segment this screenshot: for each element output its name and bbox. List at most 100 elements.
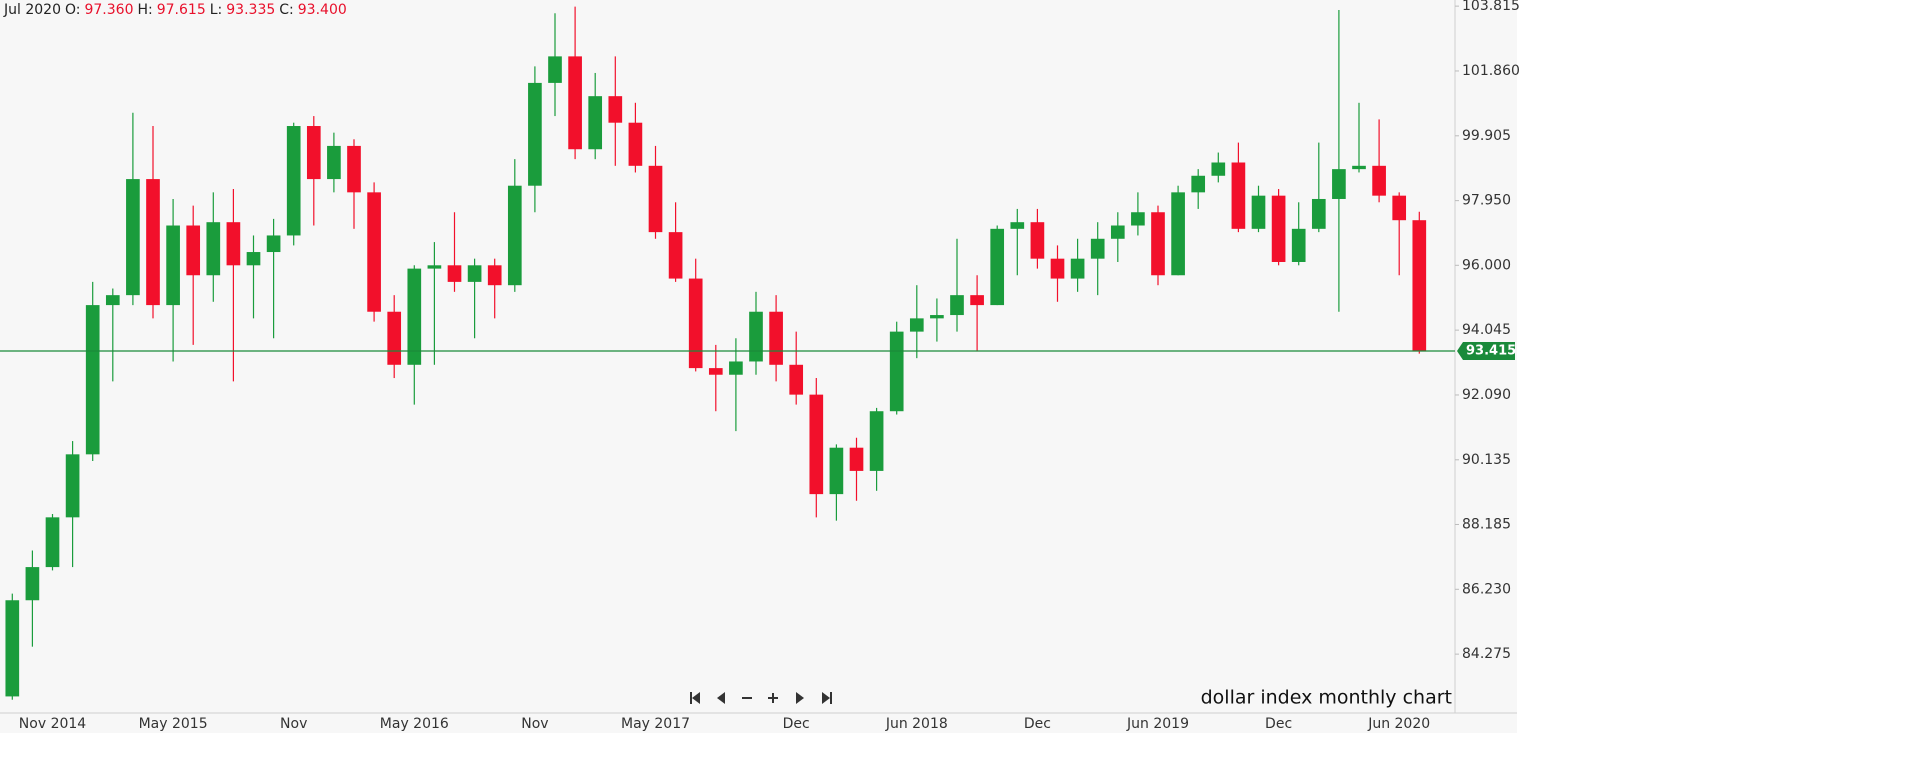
candle-body <box>909 318 924 332</box>
header-key: C: <box>279 2 294 18</box>
candle-body <box>749 311 763 362</box>
candle-body <box>930 315 944 319</box>
candle-body <box>246 252 261 266</box>
candle-body <box>628 122 643 166</box>
candle-body <box>1110 225 1125 239</box>
x-tick-label: Dec <box>783 716 810 732</box>
candle-body <box>467 265 482 282</box>
candle-body <box>206 222 221 276</box>
y-tick-label: 84.275 <box>1462 646 1511 662</box>
candle-body <box>1251 195 1266 229</box>
x-tick-label: May 2015 <box>139 716 208 732</box>
chart-background <box>0 0 1517 733</box>
candle-body <box>688 278 703 369</box>
x-tick-label: Jun 2019 <box>1126 716 1189 732</box>
candle-body <box>1151 212 1165 276</box>
candle-body <box>1352 165 1366 170</box>
nav-next[interactable] <box>796 692 804 704</box>
y-tick-label: 96.000 <box>1462 257 1511 273</box>
x-tick-label: May 2016 <box>380 716 449 732</box>
nav-prev[interactable] <box>717 692 725 704</box>
candle-body <box>407 268 422 365</box>
candle-body <box>266 235 281 253</box>
candle-body <box>85 305 100 455</box>
candle-body <box>950 295 964 316</box>
x-tick-label: Nov <box>521 716 548 732</box>
candle-body <box>347 145 361 193</box>
candle-body <box>608 96 623 123</box>
header-key: H: <box>137 2 152 18</box>
candle-body <box>548 56 562 83</box>
candle-body <box>327 145 341 180</box>
candle-body <box>1392 195 1407 221</box>
nav-last[interactable] <box>822 692 832 704</box>
candle-body <box>286 126 301 236</box>
header-value: 93.400 <box>298 2 347 18</box>
x-tick-label: May 2017 <box>621 716 690 732</box>
candle-body <box>1271 195 1286 262</box>
candle-body <box>769 311 783 365</box>
y-tick-label: 90.135 <box>1462 452 1511 468</box>
x-tick-label: Dec <box>1265 716 1292 732</box>
candle-body <box>588 96 603 150</box>
ohlc-header: Jul 2020 O: 97.360 H: 97.615 L: 93.335 C: 93.400 <box>3 2 347 18</box>
candle-body <box>648 165 663 233</box>
y-tick-label: 103.815 <box>1462 0 1520 14</box>
candle-body <box>65 454 80 518</box>
candle-body <box>668 232 683 279</box>
y-tick-label: 88.185 <box>1462 516 1511 532</box>
candle-body <box>1191 175 1206 193</box>
y-tick-label: 86.230 <box>1462 581 1511 597</box>
candle-body <box>45 517 60 568</box>
candle-body <box>166 225 180 306</box>
y-tick-label: 99.905 <box>1462 128 1511 144</box>
candle-body <box>1372 165 1386 196</box>
candle-body <box>729 361 743 375</box>
candle-body <box>1311 198 1326 229</box>
candle-body <box>126 179 140 296</box>
nav-zoom-in[interactable] <box>768 693 778 703</box>
candle-body <box>1050 258 1065 279</box>
nav-zoom-out[interactable] <box>742 697 752 699</box>
nav-first[interactable] <box>690 692 700 704</box>
x-tick-label: Jun 2018 <box>885 716 948 732</box>
candle-body <box>1171 192 1185 276</box>
header-value: 97.615 <box>157 2 206 18</box>
header-value: 97.360 <box>84 2 133 18</box>
candle-body <box>1412 220 1427 352</box>
candle-body <box>528 82 542 186</box>
candle-body <box>1090 238 1105 259</box>
header-value: 93.335 <box>226 2 275 18</box>
candle-body <box>5 600 20 697</box>
x-tick-label: Dec <box>1024 716 1051 732</box>
y-tick-label: 97.950 <box>1462 193 1511 209</box>
annotation: dollar index monthly chart <box>1201 687 1452 709</box>
candle-body <box>25 567 40 601</box>
candle-body <box>1291 228 1306 262</box>
candle-body <box>1231 162 1246 229</box>
navigation <box>690 692 832 704</box>
candle-body <box>226 222 241 266</box>
candle-body <box>1030 222 1045 259</box>
header-period: Jul 2020 <box>3 2 61 18</box>
x-tick-label: Nov 2014 <box>19 716 86 732</box>
y-tick-label: 94.045 <box>1462 322 1511 338</box>
candle-body <box>1131 212 1145 226</box>
candle-body <box>1332 169 1346 199</box>
candle-body <box>789 364 804 395</box>
x-tick-label: Jun 2020 <box>1367 716 1430 732</box>
candle-body <box>367 192 381 312</box>
price-label: 93.415 <box>1466 344 1516 359</box>
x-tick-label: Nov <box>280 716 307 732</box>
candle-body <box>889 331 904 412</box>
candle-body <box>970 295 984 306</box>
candle-body <box>105 295 120 306</box>
candle-body <box>869 411 884 471</box>
candle-body <box>507 185 522 286</box>
candle-body <box>1010 222 1025 229</box>
header-key: O: <box>65 2 81 18</box>
candle-body <box>487 265 502 286</box>
candle-body <box>387 311 402 365</box>
candle-body <box>809 394 824 495</box>
